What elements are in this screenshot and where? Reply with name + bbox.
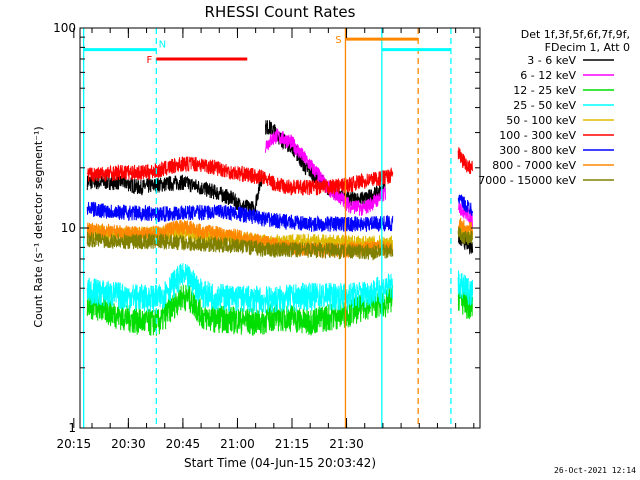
legend-header-1: FDecim 1, Att 0 bbox=[545, 41, 630, 54]
legend-header-0: Det 1f,3f,5f,6f,7f,9f, bbox=[521, 28, 630, 41]
series-trace-1-0 bbox=[265, 128, 386, 216]
series-trace-8-1 bbox=[457, 226, 474, 246]
y-tick-label-1: 10 bbox=[61, 221, 76, 235]
legend-label-4: 50 - 100 keV bbox=[506, 114, 576, 127]
marker-label-0: N bbox=[159, 40, 166, 51]
x-tick-label-5: 21:30 bbox=[329, 437, 364, 451]
legend-label-6: 300 - 800 keV bbox=[499, 144, 576, 157]
legend-label-3: 25 - 50 keV bbox=[513, 99, 576, 112]
marker-label-2: S bbox=[335, 35, 341, 46]
series-trace-6-0 bbox=[86, 201, 394, 233]
legend-label-8: 7000 - 15000 keV bbox=[478, 174, 576, 187]
legend-label-5: 100 - 300 keV bbox=[499, 129, 576, 142]
legend-label-0: 3 - 6 keV bbox=[527, 54, 576, 67]
x-tick-label-1: 20:30 bbox=[111, 437, 146, 451]
data-layer: NF S bbox=[82, 28, 474, 428]
series-trace-3-1 bbox=[457, 270, 474, 306]
legend-label-7: 800 - 7000 keV bbox=[492, 159, 576, 172]
series-trace-5-1 bbox=[457, 147, 474, 174]
legend: Det 1f,3f,5f,6f,7f,9f,FDecim 1, Att 03 -… bbox=[478, 28, 630, 187]
series-trace-5-0 bbox=[86, 156, 394, 196]
marker-label-1: F bbox=[146, 55, 152, 66]
series-trace-3-0 bbox=[86, 263, 393, 314]
x-tick-label-2: 20:45 bbox=[166, 437, 201, 451]
generation-timestamp: 26-Oct-2021 12:14 bbox=[554, 466, 636, 475]
x-tick-label-3: 21:00 bbox=[220, 437, 255, 451]
y-tick-label-2: 100 bbox=[53, 21, 76, 35]
x-tick-label-4: 21:15 bbox=[275, 437, 310, 451]
x-axis-label: Start Time (04-Jun-15 20:03:42) bbox=[184, 456, 376, 470]
legend-label-2: 12 - 25 keV bbox=[513, 84, 576, 97]
series-trace-8-0 bbox=[86, 231, 394, 261]
legend-label-1: 6 - 12 keV bbox=[520, 69, 576, 82]
y-tick-label-0: 1 bbox=[68, 421, 76, 435]
series-trace-2-0 bbox=[86, 284, 394, 336]
y-axis-label: Count Rate (s⁻¹ detector segment⁻¹) bbox=[32, 126, 45, 327]
chart-title: RHESSI Count Rates bbox=[205, 3, 356, 21]
axes-layer: 1 10 100 20:15 20:30 20:45 21:00 21:15 21:30 bbox=[53, 21, 481, 451]
x-tick-label-0: 20:15 bbox=[57, 437, 92, 451]
series-trace-6-1 bbox=[457, 194, 474, 216]
